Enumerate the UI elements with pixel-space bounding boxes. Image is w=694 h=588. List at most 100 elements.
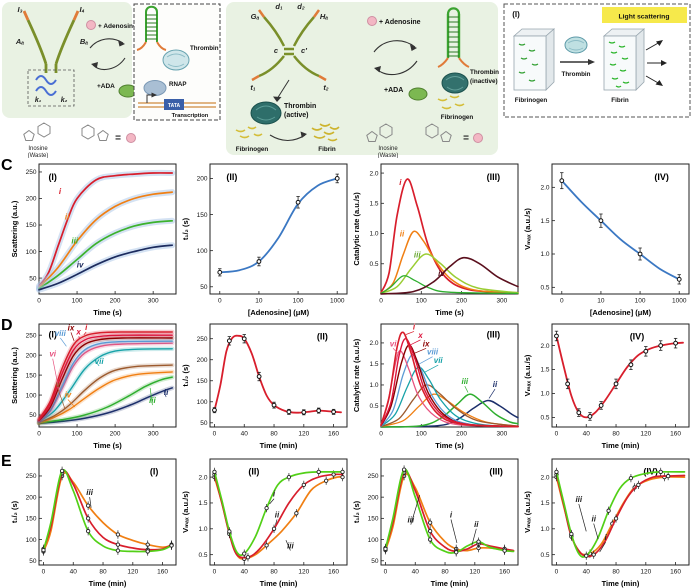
svg-text:80: 80 [612,569,620,576]
svg-text:Vₘₐₓ (a.u./s): Vₘₐₓ (a.u./s) [523,354,532,396]
inosine-structure [366,123,452,142]
label-d2: d₂ [297,2,305,11]
rnap-label: RNAP [169,81,187,88]
svg-text:0: 0 [213,569,217,576]
svg-text:2.0: 2.0 [540,185,549,192]
svg-text:viii: viii [55,329,67,338]
svg-text:vii: vii [434,356,444,365]
svg-text:Time (s): Time (s) [435,308,464,317]
assembled-duplex [437,7,470,68]
inset-tag: (I) [512,10,520,19]
label-t2: t₂ [323,83,328,92]
svg-text:300: 300 [496,431,507,438]
fibrinogen-strands-icon [235,126,263,139]
svg-text:2.0: 2.0 [540,343,549,350]
svg-text:iv: iv [65,390,72,399]
svg-text:(II): (II) [248,467,259,477]
svg-text:150: 150 [197,212,208,219]
arrowhead-icon [374,66,381,73]
panel-b-background [226,2,498,155]
svg-text:ii: ii [474,520,479,529]
ada-enzyme-icon [408,87,428,101]
equals-sign: = [463,133,469,144]
svg-text:[Adenosine] (μM): [Adenosine] (μM) [590,308,652,317]
svg-text:0: 0 [384,569,388,576]
svg-text:iii: iii [149,396,156,405]
fibrinogen-label: Fibrinogen [236,146,269,153]
chart-D-IV: 0 40 80 120 160 0.5 1.0 1.5 2.0 Time (min) Vₘₐₓ (a… [523,317,693,455]
svg-text:200: 200 [26,494,37,501]
svg-text:ii: ii [493,380,498,389]
chart-D-II: 0 40 80 120 160 50 100 150 200 250 Time (min) t₁/₂ … [181,317,351,455]
svg-text:Time (min): Time (min) [89,579,127,588]
plus-adenosine-label: + Adenosine [379,19,421,26]
cuvette-fibrin [602,28,646,91]
fibrin-label: Fibrin [318,146,336,153]
svg-text:i: i [413,322,416,331]
svg-text:100: 100 [368,537,379,544]
svg-text:200: 200 [197,357,208,364]
rnap-blob-icon [143,80,167,96]
svg-text:0.5: 0.5 [540,285,549,292]
panel-A-schematic: I₃ I₄ Aₐ Bₐ k₁ k₂ + Adenosine +ADA Throm… [2,2,221,158]
svg-text:0.5: 0.5 [540,415,549,422]
arrowhead-icon [410,44,417,51]
svg-text:(II): (II) [226,172,237,182]
svg-text:[Adenosine] (μM): [Adenosine] (μM) [248,308,310,317]
svg-text:0: 0 [37,298,41,305]
svg-text:Time (min): Time (min) [602,441,640,450]
thrombin-active-label-line2: (active) [284,112,309,119]
svg-text:i: i [59,187,62,196]
svg-text:2.0: 2.0 [369,340,378,347]
chart-E-I: 0 40 80 120 160 50 100 150 200 250 Time (min) t₁/₂ … [10,452,180,588]
svg-text:100: 100 [26,249,37,256]
svg-text:100: 100 [72,431,83,438]
equals-sign: = [115,133,121,144]
svg-text:iii: iii [461,377,468,386]
svg-text:160: 160 [670,569,681,576]
fibrinogen-strands-icon [437,95,465,110]
arrowhead-icon [300,131,307,138]
svg-text:120: 120 [298,431,309,438]
svg-text:ii: ii [275,510,280,519]
assembled-duplex [136,5,167,51]
svg-text:vi: vi [49,350,56,359]
svg-text:iii: iii [407,516,414,525]
svg-text:300: 300 [496,298,507,305]
svg-text:Vₘₐₓ (a.u./s): Vₘₐₓ (a.u./s) [181,491,190,533]
plus-adenosine-label: + Adenosine [98,23,137,30]
svg-text:0: 0 [560,298,564,305]
svg-text:Time (s): Time (s) [435,441,464,450]
svg-text:150: 150 [368,516,379,523]
svg-text:vi: vi [390,339,397,348]
chart-E-III: 0 40 80 120 160 50 100 150 200 250 Time (min) t₁/₂ … [352,452,522,588]
svg-text:250: 250 [368,473,379,480]
svg-text:50: 50 [29,558,37,565]
inosine-label-line1: Inosine [378,146,398,152]
svg-text:iii: iii [287,541,294,550]
svg-text:2.0: 2.0 [369,170,378,177]
svg-text:(I): (I) [48,329,57,339]
thrombin-texture [255,105,277,121]
svg-text:(IV): (IV) [630,331,645,341]
svg-text:40: 40 [412,569,420,576]
svg-text:iii: iii [575,495,582,504]
svg-text:10: 10 [255,298,263,305]
svg-text:300: 300 [148,431,159,438]
svg-text:200: 200 [110,298,121,305]
svg-text:100: 100 [26,537,37,544]
svg-text:(IV): (IV) [654,172,669,182]
svg-text:v: v [56,380,61,389]
inosine-label-line2: (Waste) [28,153,49,158]
svg-text:40: 40 [241,431,249,438]
svg-text:100: 100 [72,298,83,305]
svg-text:iv: iv [438,269,445,278]
svg-text:100: 100 [26,392,37,399]
svg-text:120: 120 [640,569,651,576]
label-i3: I₃ [18,5,23,14]
chart-C-II: 0 10 100 1000 50 100 150 200 [Adenosine] (μM) t₁/… [181,157,351,322]
svg-text:200: 200 [456,431,467,438]
svg-text:vii: vii [95,357,105,366]
thrombin-label: Thrombin [190,45,219,52]
svg-text:0.5: 0.5 [369,261,378,268]
